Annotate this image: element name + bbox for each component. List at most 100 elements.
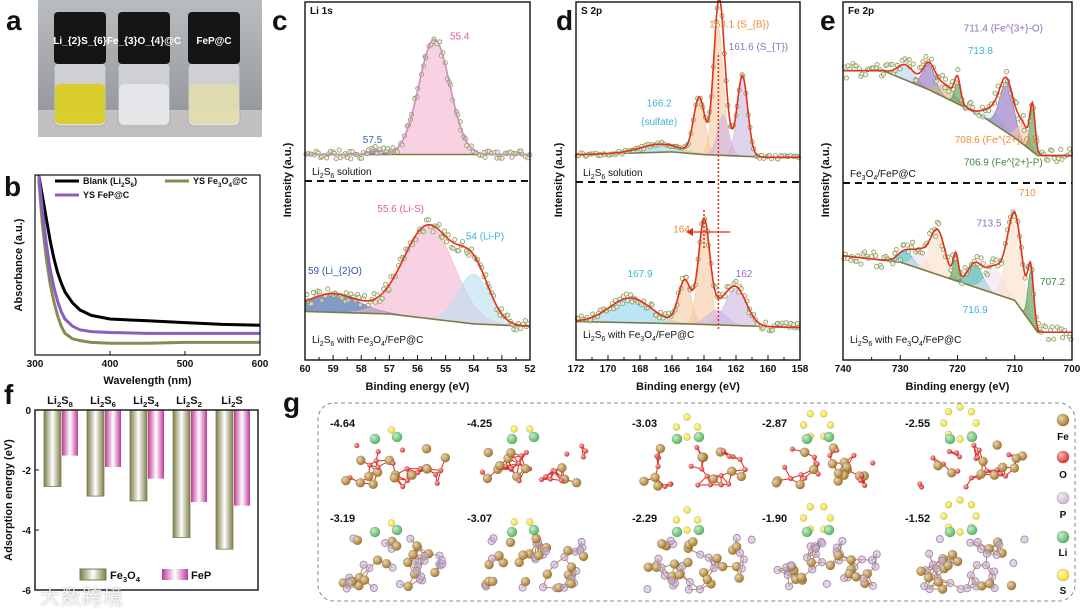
li-atom-shine: [529, 525, 539, 535]
li-atom-shine: [802, 527, 812, 537]
o-atom-shine: [816, 472, 821, 477]
fe-atom-shine: [356, 456, 365, 465]
p-atom: [991, 568, 998, 575]
data-point: [890, 62, 894, 66]
fe-atom-shine: [423, 464, 432, 473]
p-atom: [869, 582, 876, 589]
data-point: [620, 302, 624, 306]
adsorption-energy-label: -3.07: [467, 513, 492, 525]
data-point: [325, 156, 329, 160]
o-atom-shine: [977, 448, 982, 453]
o-atom-shine: [812, 455, 817, 460]
p-atom: [872, 563, 879, 570]
p-atom: [644, 586, 651, 593]
p-atom: [933, 565, 940, 572]
legend-label: Blank (Li2S6): [83, 176, 137, 189]
fe-atom-shine: [430, 568, 439, 577]
legend-label: S: [1060, 586, 1067, 597]
data-point: [979, 256, 983, 260]
fe-atom-shine: [519, 551, 528, 560]
fe-atom-shine: [1007, 581, 1016, 590]
x-tick-label: 60: [299, 364, 311, 375]
data-point: [960, 282, 964, 286]
p-atom: [561, 584, 568, 591]
x-tick-label: 700: [1064, 364, 1080, 375]
p-atom: [818, 559, 825, 566]
bar-fe3o4: [173, 410, 190, 538]
o-atom-shine: [738, 457, 743, 462]
p-atom: [748, 536, 755, 543]
x-axis-title: Wavelength (nm): [103, 375, 192, 387]
structure-model: -2.55: [905, 404, 1027, 490]
fe-atom-shine: [521, 464, 530, 473]
p-atom: [926, 550, 933, 557]
o-atom-shine: [957, 454, 962, 459]
legend-atom-shine: [1057, 531, 1069, 543]
fe-atom-shine: [656, 444, 665, 453]
s-atom-shine: [973, 420, 980, 427]
fe-atom-shine: [1012, 454, 1021, 463]
subplot-caption: Fe3O4/FeP@C: [850, 169, 916, 182]
p-atom: [490, 535, 497, 542]
li-atom-shine: [529, 432, 539, 442]
x-tick-label: 400: [102, 359, 119, 370]
p-atom: [561, 554, 568, 561]
data-point: [863, 73, 867, 77]
fe-atom-shine: [409, 550, 418, 559]
data-point: [894, 247, 898, 251]
fe-atom-shine: [993, 441, 1002, 450]
data-point: [395, 150, 399, 154]
li-atom-shine: [694, 525, 704, 535]
o-atom-shine: [799, 472, 804, 477]
p-atom: [382, 539, 389, 546]
vial: Li_{2}S_{6}: [53, 12, 106, 126]
adsorption-energy-label: -4.25: [467, 418, 492, 430]
s-atom-shine: [957, 497, 964, 504]
fe-atom-shine: [392, 541, 401, 550]
data-point: [344, 291, 348, 295]
data-point: [929, 57, 933, 61]
x-tick-label: 730: [892, 364, 909, 375]
fe-atom-shine: [842, 463, 851, 472]
data-point: [1059, 147, 1063, 151]
data-point: [375, 151, 379, 155]
structure-model: -3.19: [330, 513, 446, 592]
o-atom-shine: [858, 478, 863, 483]
plot-frame: [35, 175, 260, 355]
subplot-caption: Li2S6 with Fe3O4/FeP@C: [583, 330, 694, 343]
p-atom: [967, 572, 974, 579]
legend-atom-shine: [1057, 569, 1069, 581]
p-atom: [947, 579, 954, 586]
o-atom-shine: [815, 462, 820, 467]
peak-label: 706.9 (Fe^{2+}-P): [964, 158, 1043, 169]
fe-atom-shine: [404, 582, 413, 591]
fe-atom-shine: [506, 448, 515, 457]
p-atom: [740, 556, 747, 563]
p-atom: [488, 555, 495, 562]
li-atom-shine: [945, 434, 955, 444]
data-point: [947, 89, 951, 93]
data-point: [340, 296, 344, 300]
x-tick-label: 600: [252, 359, 269, 370]
data-point: [881, 72, 885, 76]
x-tick-label: 168: [632, 364, 649, 375]
li-atom-shine: [945, 527, 955, 537]
data-point: [349, 157, 353, 161]
p-atom: [539, 584, 546, 591]
o-atom-shine: [827, 453, 832, 458]
legend-item-p: P: [1057, 492, 1069, 521]
adsorption-energy-label: -1.52: [905, 513, 930, 525]
x-tick-label: 54: [468, 364, 480, 375]
data-point: [921, 251, 925, 255]
y-axis-title: Absorbance (a.u.): [13, 218, 25, 311]
data-point: [1050, 148, 1054, 152]
series-line-1: [39, 180, 260, 343]
fe-atom-shine: [356, 478, 365, 487]
x-tick-label: 720: [949, 364, 966, 375]
s-atom-shine: [388, 427, 395, 434]
data-point: [359, 156, 363, 160]
data-point: [874, 254, 878, 258]
fe-atom-shine: [826, 561, 835, 570]
peak-label: 711.4 (Fe^{3+}-O): [964, 23, 1043, 34]
o-atom-shine: [870, 461, 875, 466]
